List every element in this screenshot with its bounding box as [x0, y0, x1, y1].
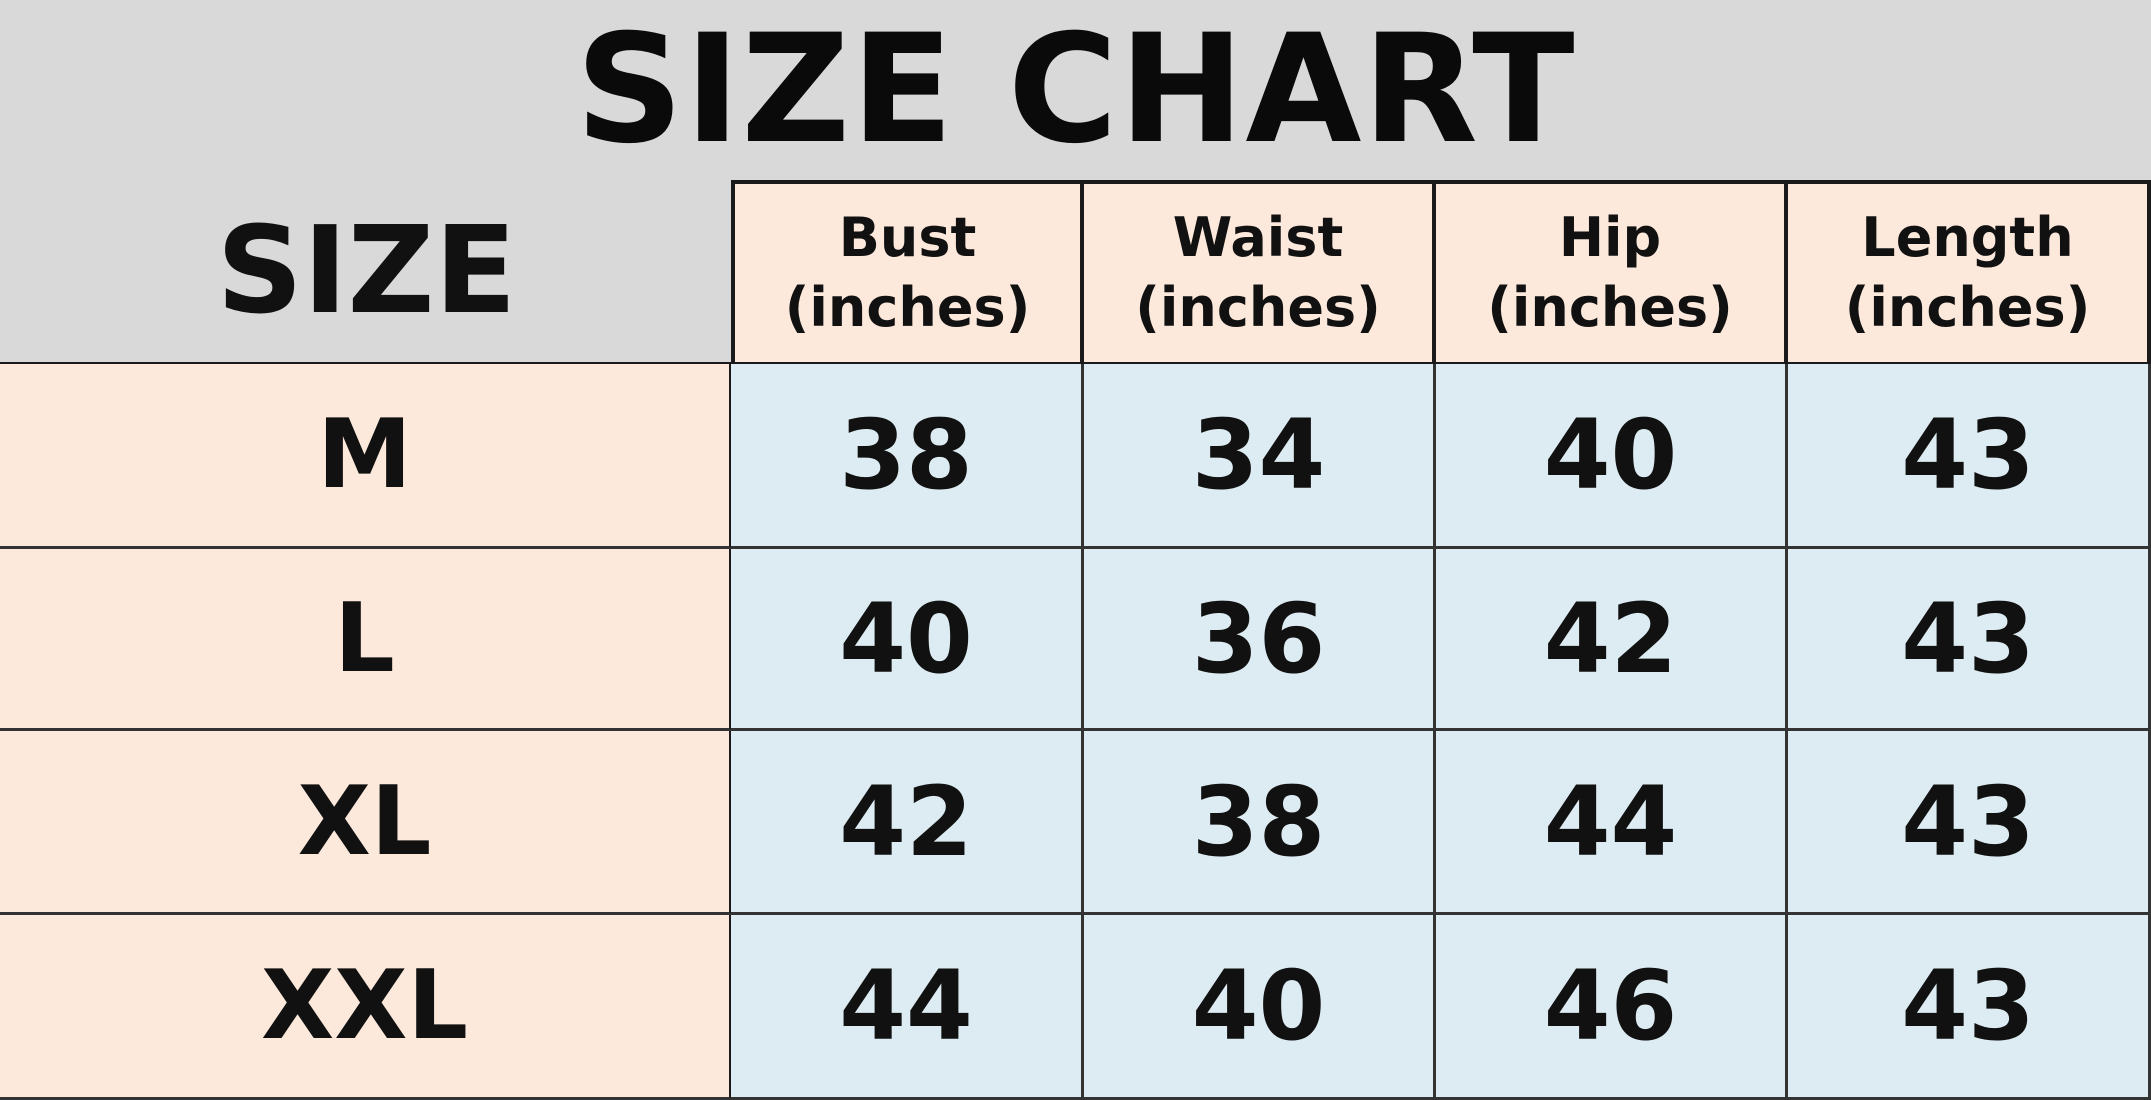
column-header-waist: Waist (inches) — [1080, 180, 1436, 366]
value-cell-waist: 38 — [1084, 731, 1436, 915]
value-cell-hip: 42 — [1436, 549, 1788, 731]
value-cell-waist: 34 — [1084, 364, 1436, 549]
column-name: Bust — [838, 205, 977, 269]
value-cell-bust: 44 — [731, 915, 1084, 1100]
value-cell-length: 43 — [1788, 549, 2151, 731]
value-cell-hip: 44 — [1436, 731, 1788, 915]
column-header-bust: Bust (inches) — [731, 180, 1084, 366]
value-cell-bust: 40 — [731, 549, 1084, 731]
column-unit: (inches) — [1844, 276, 2091, 339]
value-cell-length: 43 — [1788, 915, 2151, 1100]
value-cell-bust: 38 — [731, 364, 1084, 549]
size-label: XXL — [0, 915, 733, 1100]
size-label: XL — [0, 731, 733, 915]
value-cell-hip: 40 — [1436, 364, 1788, 549]
column-name: Hip — [1558, 205, 1662, 269]
column-header-length: Length (inches) — [1784, 180, 2151, 366]
column-name: Length — [1861, 205, 2074, 269]
size-label: L — [0, 549, 733, 731]
column-name: Waist — [1172, 205, 1344, 269]
column-unit: (inches) — [784, 276, 1031, 339]
value-cell-length: 43 — [1788, 731, 2151, 915]
size-column-header: SIZE — [0, 180, 733, 366]
value-cell-waist: 36 — [1084, 549, 1436, 731]
column-header-hip: Hip (inches) — [1432, 180, 1788, 366]
column-unit: (inches) — [1487, 276, 1733, 339]
size-label: M — [0, 364, 733, 549]
value-cell-length: 43 — [1788, 364, 2151, 549]
column-unit: (inches) — [1135, 276, 1381, 339]
value-cell-bust: 42 — [731, 731, 1084, 915]
chart-title: SIZE CHART — [575, 3, 1576, 177]
value-cell-waist: 40 — [1084, 915, 1436, 1100]
value-cell-hip: 46 — [1436, 915, 1788, 1100]
